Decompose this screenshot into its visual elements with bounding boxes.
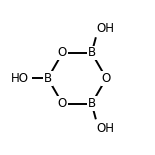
Text: B: B <box>44 72 52 85</box>
Text: OH: OH <box>97 122 115 135</box>
Text: HO: HO <box>11 72 29 85</box>
Text: B: B <box>88 46 96 60</box>
Text: OH: OH <box>97 22 115 35</box>
Text: O: O <box>102 72 111 85</box>
Text: O: O <box>58 46 67 60</box>
Text: O: O <box>58 97 67 110</box>
Text: B: B <box>88 97 96 110</box>
